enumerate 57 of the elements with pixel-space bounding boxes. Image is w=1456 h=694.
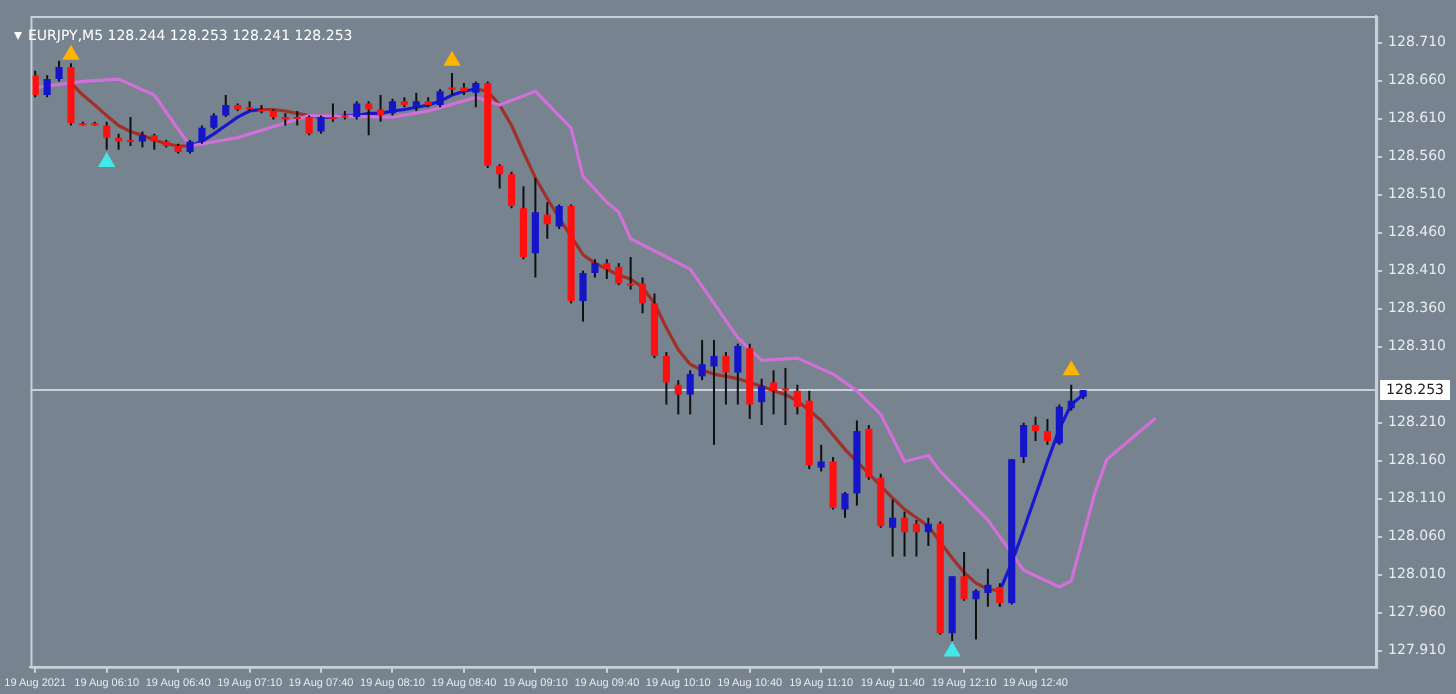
candlestick	[317, 114, 325, 135]
candlestick	[543, 201, 551, 240]
candlestick	[507, 170, 516, 210]
candlestick	[710, 338, 718, 446]
candlestick	[198, 124, 206, 145]
point	[1063, 361, 1080, 376]
candlestick	[555, 203, 563, 230]
candlestick	[638, 276, 647, 315]
candlestick	[722, 351, 730, 406]
candlestick	[781, 367, 790, 427]
point	[63, 45, 79, 60]
candlestick	[353, 100, 361, 121]
candlestick	[841, 490, 849, 519]
candlestick	[972, 588, 980, 641]
candlestick	[365, 100, 373, 137]
point	[444, 51, 460, 66]
point	[98, 152, 115, 167]
candlestick	[674, 379, 682, 416]
candlestick	[984, 567, 992, 608]
candlestick	[793, 383, 801, 416]
candlestick	[734, 342, 742, 406]
candlestick	[603, 258, 611, 281]
candlestick	[43, 74, 51, 99]
candlestick	[222, 94, 230, 119]
candlestick	[912, 519, 921, 558]
candlestick	[1067, 383, 1075, 412]
candlestick	[591, 258, 599, 279]
candlestick	[686, 369, 694, 416]
candlestick	[996, 582, 1004, 608]
candlestick	[126, 116, 135, 148]
candlestick	[662, 351, 670, 406]
candlestick	[496, 163, 504, 190]
candlestick	[377, 94, 385, 123]
candlestick	[579, 269, 587, 323]
point	[944, 642, 961, 657]
candlestick	[758, 377, 766, 427]
candlestick	[305, 114, 313, 137]
candlestick	[1043, 417, 1052, 446]
candlestick	[900, 510, 909, 558]
candlestick	[448, 72, 456, 97]
candlestick	[615, 262, 623, 287]
candlestick	[103, 120, 111, 151]
candlestick	[698, 338, 706, 382]
candlestick	[1031, 415, 1040, 442]
candlestick	[627, 256, 635, 291]
candlestick	[1020, 421, 1028, 465]
candlestick	[889, 498, 897, 558]
candlestick	[829, 455, 837, 511]
candlestick	[329, 102, 337, 123]
candlestick	[1055, 403, 1063, 446]
candlestick	[960, 551, 968, 602]
candlestick	[55, 59, 63, 83]
candlestick	[769, 369, 778, 416]
candlestick	[924, 516, 932, 547]
candlestick	[531, 176, 539, 279]
candlestick	[817, 443, 825, 473]
candlestick	[31, 69, 39, 99]
